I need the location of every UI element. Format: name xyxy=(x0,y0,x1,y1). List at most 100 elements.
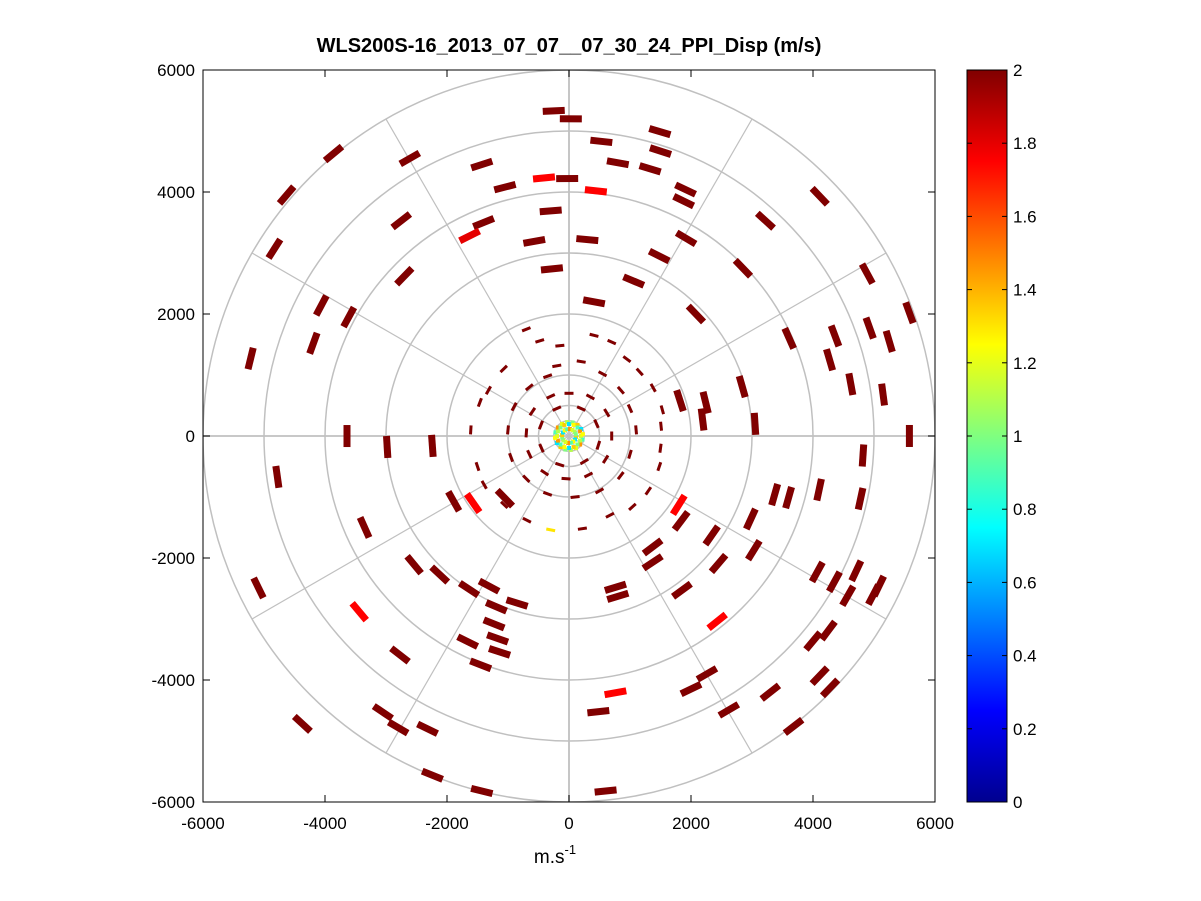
near-range-segment xyxy=(622,355,632,364)
center-cluster-cell xyxy=(575,425,580,430)
data-segment xyxy=(768,483,782,507)
data-segment xyxy=(594,786,617,796)
data-segment xyxy=(394,265,415,287)
colorbar-tick-label: 0.8 xyxy=(1013,500,1037,519)
center-cluster-cell xyxy=(561,438,566,443)
data-segment xyxy=(464,492,483,515)
center-cluster-cell xyxy=(563,440,568,445)
near-range-segment xyxy=(524,383,534,392)
center-cluster-cell xyxy=(567,446,571,450)
data-segment xyxy=(313,294,330,317)
data-segment xyxy=(606,589,630,603)
data-segment xyxy=(743,507,759,531)
y-tick-label: 6000 xyxy=(157,61,195,80)
data-segment xyxy=(458,227,481,244)
center-cluster-cell xyxy=(560,421,564,426)
near-range-segment xyxy=(555,461,565,468)
data-segment xyxy=(398,149,422,167)
near-range-segment xyxy=(585,393,596,401)
colorbar-tick-label: 0.6 xyxy=(1013,573,1037,592)
data-segment xyxy=(386,719,410,737)
near-range-segment xyxy=(579,457,589,466)
near-range-segment xyxy=(499,364,508,374)
near-range-segment xyxy=(555,343,565,348)
data-segment xyxy=(674,229,698,248)
data-segment xyxy=(349,601,369,623)
near-range-segment xyxy=(589,332,599,338)
center-cluster-cell xyxy=(578,429,583,434)
data-segment xyxy=(420,767,444,783)
data-segment xyxy=(674,181,697,198)
data-segment xyxy=(576,235,599,245)
data-segment xyxy=(494,487,516,509)
center-cluster-cell xyxy=(555,425,560,430)
colorbar-tick-label: 2 xyxy=(1013,61,1022,80)
data-segment xyxy=(735,375,749,399)
near-range-segment xyxy=(601,454,610,464)
y-axis-ticks: 6000 4000 2000 0 -2000 -4000 -6000 xyxy=(152,61,935,812)
near-range-segment xyxy=(542,373,553,380)
data-segment xyxy=(582,296,606,308)
data-segment xyxy=(522,236,546,247)
near-range-segment xyxy=(577,526,588,531)
data-segment xyxy=(823,348,836,372)
near-range-segment xyxy=(524,428,529,438)
y-tick-label: 4000 xyxy=(157,183,195,202)
y-tick-label: -2000 xyxy=(152,549,195,568)
data-segment xyxy=(265,237,284,260)
data-segment xyxy=(532,173,556,183)
data-segment xyxy=(482,616,506,632)
center-cluster-cell xyxy=(560,435,565,440)
data-segment xyxy=(695,665,719,683)
center-cluster-cell xyxy=(573,432,578,437)
near-range-segment xyxy=(635,367,644,377)
chart-title: WLS200S-16_2013_07_07__07_30_24_PPI_Disp… xyxy=(317,35,822,57)
near-range-segment xyxy=(593,419,600,429)
near-range-segment xyxy=(522,516,532,524)
center-cluster-cell xyxy=(579,427,584,431)
data-segment xyxy=(389,645,411,665)
data-segment xyxy=(745,538,763,562)
center-cluster-cell xyxy=(574,446,578,451)
data-segment xyxy=(754,210,776,231)
data-segment xyxy=(672,193,696,210)
data-segment xyxy=(603,687,627,699)
radial-spoke xyxy=(385,118,570,437)
center-cluster-cell xyxy=(580,432,585,437)
data-segment xyxy=(782,716,805,736)
near-range-segment xyxy=(626,403,634,414)
data-segment xyxy=(488,645,512,659)
data-segment xyxy=(584,186,608,196)
near-range-segment xyxy=(480,480,488,490)
center-cluster-cell xyxy=(567,422,571,426)
near-range-segment xyxy=(561,476,571,481)
data-segment xyxy=(428,434,437,458)
colorbar-tick-label: 0 xyxy=(1013,793,1022,812)
data-segment xyxy=(858,444,868,467)
data-segment xyxy=(404,554,424,576)
near-range-segment xyxy=(597,370,608,378)
near-range-segment xyxy=(605,511,615,519)
near-range-segment xyxy=(521,326,532,333)
data-segment xyxy=(845,372,857,396)
center-cluster-cell xyxy=(573,434,578,439)
data-segment xyxy=(902,301,917,325)
center-cluster-cell xyxy=(571,445,576,450)
x-axis-ticks: -6000 -4000 -2000 0 2000 4000 6000 xyxy=(181,70,954,833)
x-axis-label-text: m.s xyxy=(534,847,565,868)
near-range-segment xyxy=(526,449,533,460)
near-range-segment xyxy=(537,420,544,430)
near-range-segment xyxy=(595,440,602,450)
data-segment xyxy=(371,703,394,722)
x-tick-label: -4000 xyxy=(303,814,346,833)
x-axis-label: m.s-1 xyxy=(534,842,576,868)
data-segment xyxy=(606,157,630,169)
radial-spoke xyxy=(251,435,570,620)
data-segment xyxy=(638,162,662,176)
colorbar-tick-label: 0.4 xyxy=(1013,647,1037,666)
data-segment xyxy=(470,157,494,172)
center-cluster-cell xyxy=(560,430,565,435)
colorbar-tick-label: 1.2 xyxy=(1013,354,1037,373)
data-segment xyxy=(456,633,480,650)
